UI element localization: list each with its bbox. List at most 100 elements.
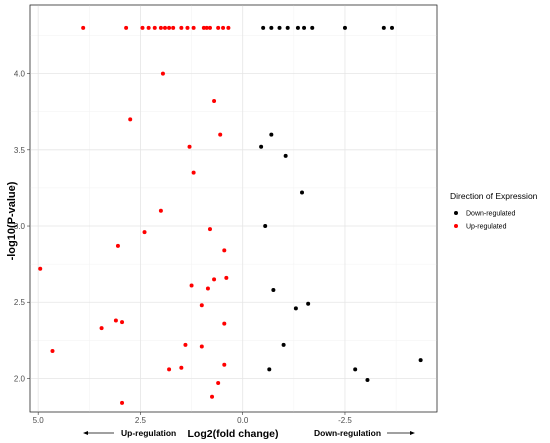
point-up-regulated <box>120 320 125 325</box>
point-up-regulated <box>218 132 223 137</box>
point-up-regulated <box>120 400 125 405</box>
x-tick-label: 0.0 <box>237 416 249 425</box>
point-up-regulated <box>210 394 215 399</box>
point-down-regulated <box>295 25 300 30</box>
point-up-regulated <box>99 326 104 331</box>
left-arrowhead-icon <box>83 431 88 435</box>
legend: Direction of Expression Down-regulated Up… <box>450 191 538 231</box>
point-up-regulated <box>179 25 184 30</box>
point-up-regulated <box>199 303 204 308</box>
y-axis-ticks: 2.0 2.5 3.0 3.5 4.0 <box>14 70 30 383</box>
point-up-regulated <box>212 99 217 104</box>
point-down-regulated <box>293 306 298 311</box>
point-up-regulated <box>158 25 163 30</box>
point-up-regulated <box>115 243 120 248</box>
point-up-regulated <box>124 25 129 30</box>
x-tick-label: 2.5 <box>135 416 147 425</box>
point-up-regulated <box>222 321 227 326</box>
point-down-regulated <box>390 25 395 30</box>
point-down-regulated <box>381 25 386 30</box>
point-up-regulated <box>189 283 194 288</box>
y-tick-label: 2.5 <box>14 298 26 307</box>
down-regulation-annotation: Down-regulation <box>314 428 415 438</box>
x-tick-label: 5.0 <box>33 416 45 425</box>
plot-border <box>29 4 438 413</box>
up-regulation-label: Up-regulation <box>121 428 176 438</box>
point-down-regulated <box>353 367 358 372</box>
point-up-regulated <box>207 227 212 232</box>
point-up-regulated <box>50 349 55 354</box>
data-points <box>38 25 423 405</box>
point-down-regulated <box>418 358 423 363</box>
point-down-regulated <box>306 301 311 306</box>
point-up-regulated <box>199 344 204 349</box>
point-up-regulated <box>221 25 226 30</box>
point-up-regulated <box>167 25 172 30</box>
legend-entries: Down-regulated Up-regulated <box>454 211 516 231</box>
y-tick-label: 2.0 <box>14 374 26 383</box>
point-up-regulated <box>201 25 206 30</box>
point-up-regulated <box>183 342 188 347</box>
y-axis-title: -log10(P-value) <box>6 181 18 260</box>
point-up-regulated <box>224 275 229 280</box>
legend-key-up-regulated <box>454 224 458 228</box>
point-up-regulated <box>152 25 157 30</box>
point-up-regulated <box>160 71 165 76</box>
point-down-regulated <box>281 342 286 347</box>
point-down-regulated <box>283 153 288 158</box>
point-up-regulated <box>142 230 147 235</box>
point-up-regulated <box>216 381 221 386</box>
point-down-regulated <box>285 25 290 30</box>
point-up-regulated <box>191 170 196 175</box>
point-down-regulated <box>277 25 282 30</box>
point-up-regulated <box>81 25 86 30</box>
point-down-regulated <box>263 224 268 229</box>
point-up-regulated <box>171 25 176 30</box>
x-axis-title: Log2(fold change) <box>188 428 279 440</box>
point-up-regulated <box>146 25 151 30</box>
point-down-regulated <box>342 25 347 30</box>
point-up-regulated <box>140 25 145 30</box>
up-regulation-annotation: Up-regulation <box>83 428 176 438</box>
point-down-regulated <box>269 25 274 30</box>
point-up-regulated <box>113 318 118 323</box>
y-tick-label: 4.0 <box>14 70 26 79</box>
point-up-regulated <box>207 25 212 30</box>
point-up-regulated <box>179 365 184 370</box>
point-up-regulated <box>167 367 172 372</box>
legend-label-up-regulated: Up-regulated <box>466 224 507 231</box>
point-up-regulated <box>212 277 217 282</box>
point-up-regulated <box>222 362 227 367</box>
legend-label-down-regulated: Down-regulated <box>466 211 516 218</box>
y-tick-label: 3.0 <box>14 222 26 231</box>
point-up-regulated <box>205 286 210 291</box>
point-down-regulated <box>302 25 307 30</box>
point-up-regulated <box>162 25 167 30</box>
point-up-regulated <box>191 25 196 30</box>
point-down-regulated <box>271 288 276 293</box>
point-down-regulated <box>300 190 305 195</box>
point-down-regulated <box>261 25 266 30</box>
point-down-regulated <box>267 367 272 372</box>
legend-key-down-regulated <box>454 211 458 215</box>
point-down-regulated <box>310 25 315 30</box>
plot-panel <box>29 4 438 413</box>
down-regulation-label: Down-regulation <box>314 428 381 438</box>
y-tick-label: 3.5 <box>14 146 26 155</box>
point-down-regulated <box>365 377 370 382</box>
legend-title: Direction of Expression <box>450 191 538 201</box>
point-up-regulated <box>222 248 227 253</box>
right-arrowhead-icon <box>410 431 415 435</box>
point-up-regulated <box>38 266 43 271</box>
major-gridlines <box>30 5 437 412</box>
point-up-regulated <box>204 25 209 30</box>
x-axis-ticks: 5.0 2.5 0.0 -2.5 <box>33 412 352 425</box>
point-up-regulated <box>158 208 163 213</box>
point-up-regulated <box>128 117 133 122</box>
point-up-regulated <box>216 25 221 30</box>
minor-gridlines <box>30 5 437 412</box>
point-up-regulated <box>185 25 190 30</box>
point-down-regulated <box>269 132 274 137</box>
point-up-regulated <box>187 144 192 149</box>
